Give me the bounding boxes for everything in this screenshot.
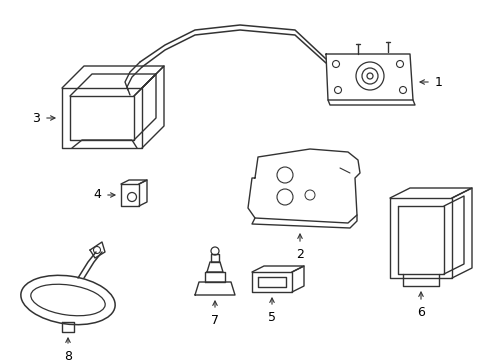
Text: 7: 7 (211, 314, 219, 327)
Text: 1: 1 (435, 76, 443, 89)
Text: 3: 3 (32, 112, 40, 125)
Text: 4: 4 (93, 189, 101, 202)
Text: 8: 8 (64, 350, 72, 360)
Text: 2: 2 (296, 248, 304, 261)
Text: 6: 6 (417, 306, 425, 319)
Text: 5: 5 (268, 311, 276, 324)
